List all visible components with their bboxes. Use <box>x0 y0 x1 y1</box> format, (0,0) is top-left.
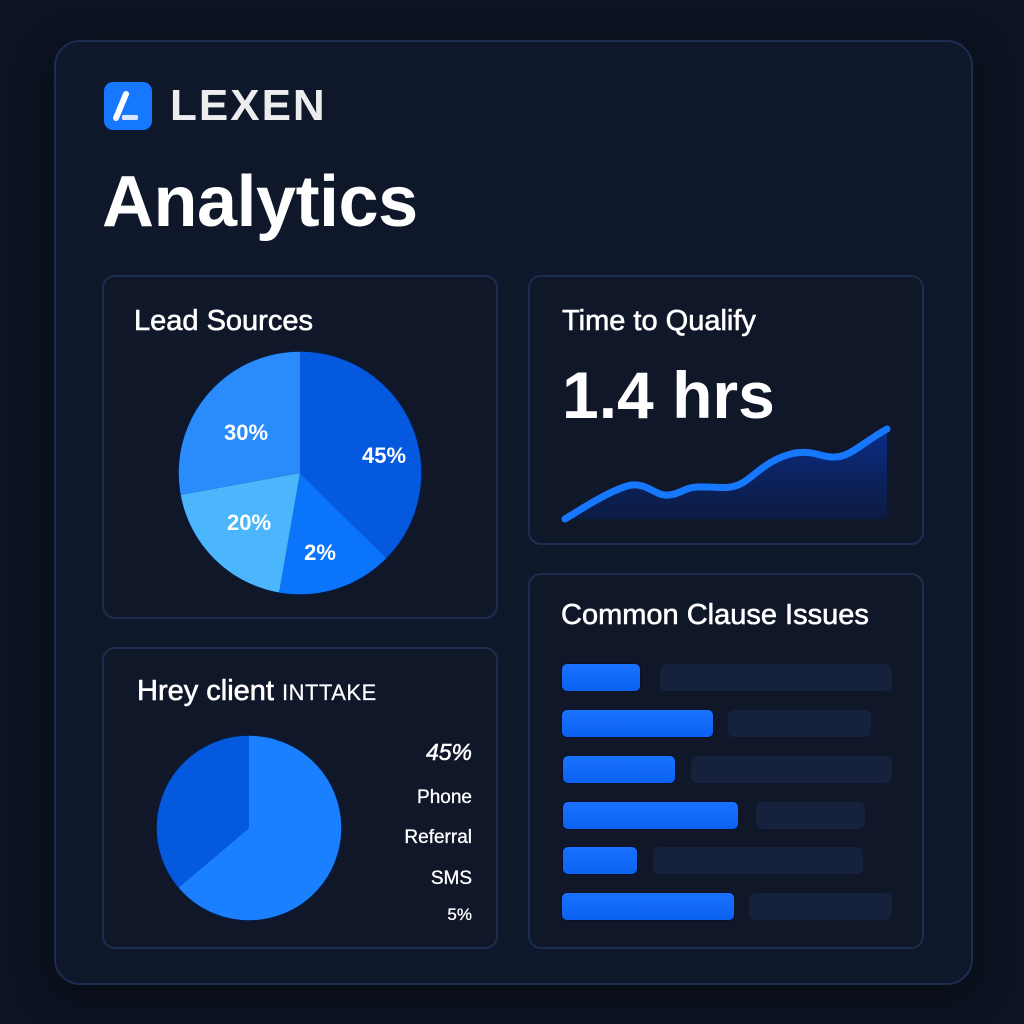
pie-label-20: 20% <box>227 510 271 535</box>
legend-item-phone: Phone <box>417 787 472 808</box>
clause-bar-value[interactable] <box>562 893 734 920</box>
lead-sources-pie-chart: 45% 2% 20% 30% <box>177 350 423 596</box>
page-title: Analytics <box>102 162 418 242</box>
pie-label-30: 30% <box>224 420 268 445</box>
clause-bar-row <box>530 756 922 783</box>
clause-bar-value[interactable] <box>563 756 675 783</box>
time-to-qualify-title: Time to Qualify <box>562 305 757 338</box>
lead-sources-card: Lead Sources 45% 2% 20% 30% <box>102 275 498 619</box>
sparkline-line <box>561 425 891 523</box>
clause-bar-track <box>660 664 892 691</box>
clause-bar-track <box>728 710 871 737</box>
time-to-qualify-value: 1.4 hrs <box>562 358 775 432</box>
intake-slice-light[interactable] <box>178 735 343 921</box>
time-to-qualify-sparkline <box>561 425 891 523</box>
clause-bar-track <box>749 893 892 920</box>
legend-item-5-percent: 5% <box>447 905 472 924</box>
clause-bar-value[interactable] <box>562 664 640 691</box>
client-intake-legend: 45% Phone Referral SMS 5% <box>352 649 472 949</box>
clause-bar-row <box>530 802 922 829</box>
pie-label-2: 2% <box>304 540 336 565</box>
clause-bar-track <box>653 847 863 874</box>
sparkline-area <box>565 429 887 519</box>
intake-slice-dark[interactable] <box>156 735 249 888</box>
client-intake-title-sub: INTTAKE <box>282 680 377 705</box>
legend-item-referral: Referral <box>404 827 472 848</box>
client-intake-pie-chart <box>155 734 343 922</box>
clause-bar-track <box>756 802 865 829</box>
pie-slice-30[interactable] <box>178 351 300 495</box>
clause-bar-row <box>530 893 922 920</box>
pie-slices <box>177 350 423 596</box>
client-intake-title: Hrey client INTTAKE <box>137 675 377 708</box>
clause-bar-value[interactable] <box>563 802 738 829</box>
clause-bar-row <box>530 847 922 874</box>
common-clause-issues-card: Common Clause Issues <box>528 573 924 949</box>
lead-sources-title: Lead Sources <box>134 305 314 338</box>
pie-label-45: 45% <box>362 443 406 468</box>
pie-slice-45[interactable] <box>300 350 423 559</box>
common-clause-issues-title: Common Clause Issues <box>561 599 869 632</box>
brand-logo[interactable]: LEXEN <box>104 82 327 130</box>
clause-bar-value[interactable] <box>563 847 637 874</box>
pie-slice-20[interactable] <box>180 473 300 593</box>
brand-name: LEXEN <box>170 81 327 130</box>
clause-bar-value[interactable] <box>562 710 713 737</box>
legend-item-sms: SMS <box>430 868 472 889</box>
lexen-logo-icon <box>104 82 152 130</box>
pie-slice-2[interactable] <box>279 473 387 595</box>
clause-bar-row <box>530 664 922 691</box>
clause-bar-row <box>530 710 922 737</box>
time-to-qualify-card: Time to Qualify 1.4 hrs <box>528 275 924 545</box>
clause-bar-track <box>691 756 892 783</box>
client-intake-card: Hrey client INTTAKE 45% Phone Referral SM… <box>102 647 498 949</box>
legend-item-45-percent: 45% <box>425 739 473 766</box>
client-intake-title-main: Hrey client <box>137 675 275 708</box>
